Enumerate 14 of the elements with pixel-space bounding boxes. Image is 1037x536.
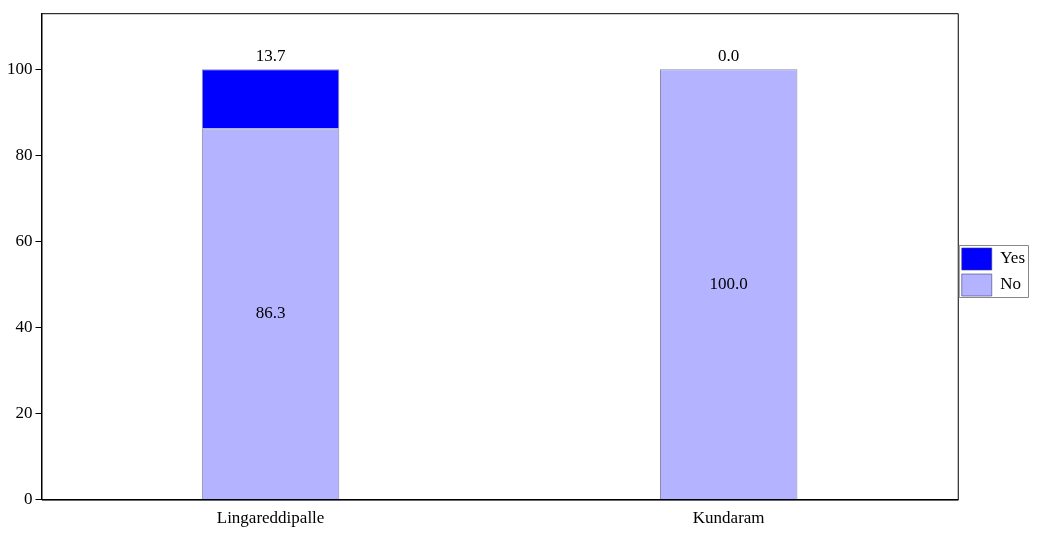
data-label: 0.0 [718, 46, 740, 66]
legend-label: Yes [1000, 248, 1026, 268]
data-label: 100.0 [709, 273, 748, 293]
legend-label: No [1000, 274, 1022, 294]
y-tick-label: 60 [15, 230, 33, 250]
x-tick-label: Kundaram [692, 508, 765, 528]
data-label: 86.3 [255, 303, 286, 323]
x-tick-label: Lingareddipalle [216, 508, 325, 528]
y-tick-label: 80 [15, 144, 33, 164]
data-label: 13.7 [255, 46, 286, 66]
y-tick-label: 20 [15, 402, 33, 422]
y-tick-label: 40 [15, 316, 33, 336]
y-tick-label: 100 [7, 58, 33, 78]
y-tick-label: 0 [24, 489, 33, 509]
